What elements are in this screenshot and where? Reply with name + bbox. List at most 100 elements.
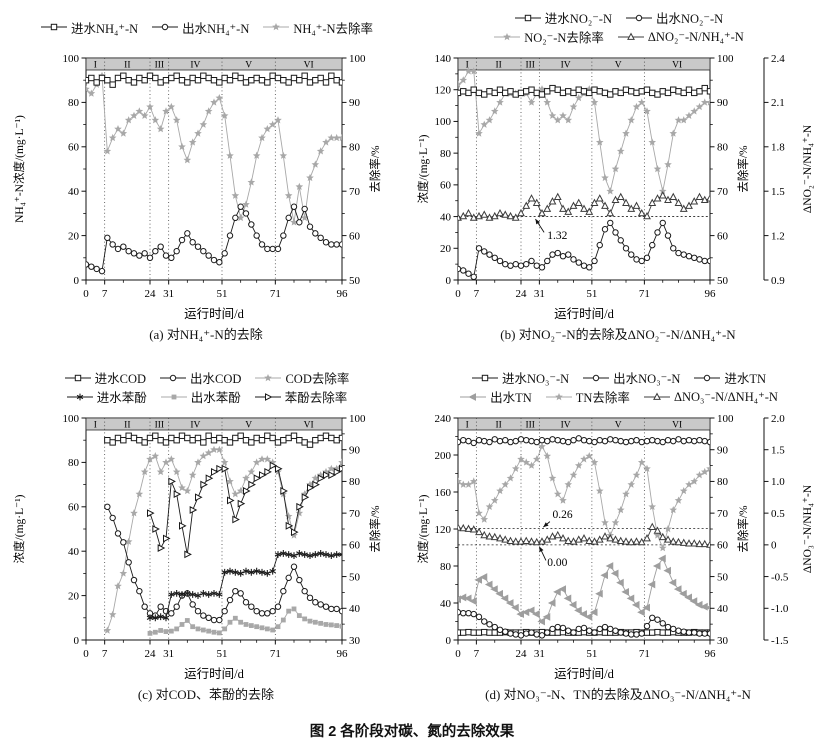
legend-item: 进水COD [63, 368, 146, 387]
svg-text:III: III [525, 421, 535, 431]
series-出水NH₄⁺-N [86, 203, 342, 275]
legend-row: 进水COD 出水COD COD去除率 [63, 368, 350, 387]
legend-item: 进水苯酚 [65, 387, 147, 406]
svg-text:40: 40 [68, 186, 80, 198]
caption-d: (d) 对NO₃⁻-N、TN的去除及ΔNO₃⁻-N/ΔNH₄⁺-N [485, 687, 751, 702]
svg-text:96: 96 [705, 288, 717, 300]
svg-text:70: 70 [717, 508, 729, 520]
svg-text:去除率/%: 去除率/% [368, 145, 382, 193]
svg-text:0: 0 [446, 275, 452, 287]
svg-text:50: 50 [349, 275, 361, 287]
svg-text:71: 71 [270, 648, 281, 660]
svg-text:40: 40 [717, 603, 729, 615]
legend-marker-icon [514, 14, 541, 21]
legend-label: 进水NO₂⁻-N [544, 12, 612, 26]
svg-text:24: 24 [145, 288, 157, 300]
legend-marker-icon [40, 23, 67, 31]
legend-marker-icon [494, 32, 521, 40]
svg-text:V: V [615, 421, 622, 431]
plot-d: I II III IV V VI 0 40 80 120 160 200 240 浓度/(mg·L⁻¹) 3… [412, 410, 824, 688]
svg-text:90: 90 [717, 97, 729, 109]
svg-text:VI: VI [672, 61, 682, 71]
svg-text:120: 120 [435, 85, 452, 97]
legend-marker-icon [263, 23, 290, 31]
svg-text:0: 0 [455, 288, 461, 300]
legend-marker-icon [545, 392, 572, 400]
svg-text:运行时间/d: 运行时间/d [554, 667, 614, 681]
series-ΔNO₂⁻-N/NH₄⁺-N [458, 191, 710, 221]
svg-text:7: 7 [102, 648, 108, 660]
svg-text:浓度/(mg·L⁻¹): 浓度/(mg·L⁻¹) [12, 494, 26, 563]
svg-text:24: 24 [516, 288, 528, 300]
svg-text:I: I [94, 421, 97, 431]
svg-text:90: 90 [717, 445, 729, 457]
svg-text:II: II [124, 61, 130, 71]
svg-text:100: 100 [63, 413, 80, 425]
svg-text:V: V [615, 61, 622, 71]
legend-label: COD去除率 [285, 372, 350, 386]
svg-text:60: 60 [68, 142, 80, 154]
svg-text:IV: IV [190, 61, 200, 71]
svg-text:96: 96 [705, 648, 717, 660]
legend-label: 进水TN [724, 372, 767, 386]
svg-text:-1.0: -1.0 [771, 603, 789, 615]
svg-text:1.8: 1.8 [771, 142, 785, 154]
svg-text:50: 50 [349, 571, 361, 583]
legend-marker-icon [64, 374, 91, 381]
legend-label: 出水NO₂⁻-N [656, 12, 724, 26]
legend-item: NO₂⁻-N去除率 [492, 27, 604, 46]
legend-item: 出水苯酚 [159, 387, 241, 406]
legend-b: 进水NO₂⁻-N 出水NO₂⁻-N NO₂⁻-N去除率 ΔNO₂⁻-N/NH₄⁺-N [492, 0, 744, 50]
svg-text:III: III [155, 421, 165, 431]
svg-text:51: 51 [217, 288, 228, 300]
svg-text:80: 80 [349, 142, 361, 154]
svg-text:140: 140 [435, 53, 452, 65]
svg-text:III: III [155, 61, 165, 71]
svg-text:0: 0 [446, 635, 452, 647]
plot-b: I II III IV V VI 0 20 40 60 80 100 120 140 浓度/(mg·L⁻¹)… [412, 50, 824, 328]
svg-text:VI: VI [672, 421, 682, 431]
svg-text:20: 20 [68, 590, 80, 602]
series-出水COD [104, 503, 342, 624]
caption-c: (c) 对COD、苯酚的去除 [137, 687, 275, 702]
svg-text:51: 51 [586, 288, 597, 300]
svg-text:0: 0 [74, 275, 80, 287]
chart-svg-d: I II III IV V VI04080120160200240浓度/(mg·L⁻¹)3… [416, 413, 814, 681]
svg-text:0: 0 [771, 540, 777, 552]
svg-text:I: I [466, 421, 469, 431]
legend-row: 进水NH₄⁺-N 出水NH₄⁺-N NH₄⁺-N去除率 [39, 18, 373, 37]
legend-label: 进水苯酚 [96, 391, 147, 405]
svg-text:70: 70 [349, 508, 361, 520]
svg-text:7: 7 [102, 288, 108, 300]
svg-text:80: 80 [440, 148, 452, 160]
legend-d: 进水NO₃⁻-N 出水NO₃⁻-N 进水TN 出水TN TN去除率 ΔNO₃⁻-N/ΔNH… [458, 360, 778, 410]
svg-text:7: 7 [474, 648, 480, 660]
svg-text:60: 60 [349, 540, 361, 552]
chart-svg-a: I II III IV V VI020406080100NH₄⁺-N浓度/(mg·L⁻¹)… [12, 53, 382, 321]
svg-text:20: 20 [440, 243, 452, 255]
legend-marker-icon [583, 374, 610, 381]
figure-title: 图 2 各阶段对碳、氮的去除效果 [309, 724, 515, 740]
svg-text:90: 90 [349, 97, 361, 109]
svg-text:1.2: 1.2 [771, 230, 785, 242]
svg-text:1.5: 1.5 [771, 186, 785, 198]
legend-item: 出水COD [158, 368, 241, 387]
legend-marker-icon [255, 373, 282, 381]
legend-marker-icon [254, 392, 281, 401]
svg-text:1.0: 1.0 [771, 476, 785, 488]
legend-item: 出水NH₄⁺-N [150, 18, 249, 37]
legend-marker-icon [160, 394, 187, 399]
svg-text:2.0: 2.0 [771, 413, 785, 425]
svg-text:0: 0 [83, 648, 89, 660]
legend-item: 出水NO₃⁻-N [581, 368, 680, 387]
series-ΔNO₃⁻-N/ΔNH₄⁺-N [458, 522, 710, 548]
legend-item: 苯酚去除率 [253, 387, 347, 406]
legend-row: 进水NO₂⁻-N 出水NO₂⁻-N [513, 8, 723, 27]
legend-item: ΔNO₂⁻-N/NH₄⁺-N [616, 29, 744, 45]
svg-text:0: 0 [83, 288, 89, 300]
legend-label: 进水NO₃⁻-N [501, 372, 570, 386]
svg-text:7: 7 [474, 288, 480, 300]
svg-text:120: 120 [435, 524, 452, 536]
legend-label: ΔNO₂⁻-N/NH₄⁺-N [647, 29, 744, 44]
